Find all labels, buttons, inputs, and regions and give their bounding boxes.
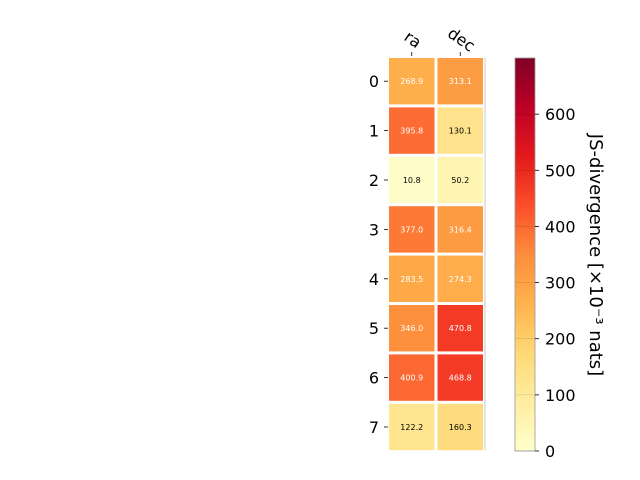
colorbar: 0 100 200 300 400 500 600 JS-divergence [×10⁻³… bbox=[514, 57, 606, 461]
y-tick-label: 1 bbox=[369, 122, 379, 141]
y-tick-label: 4 bbox=[369, 270, 379, 289]
heatmap-cell bbox=[389, 403, 435, 451]
heatmap-cell bbox=[437, 255, 483, 302]
heatmap-cell bbox=[437, 58, 483, 105]
cell-value-label: 470.8 bbox=[449, 324, 472, 333]
colorbar-tick-label: 0 bbox=[545, 442, 555, 461]
cell-value-label: 395.8 bbox=[400, 127, 423, 136]
heatmap-cell bbox=[389, 305, 435, 352]
heatmap-cell bbox=[437, 206, 483, 253]
x-axis: ra dec bbox=[401, 23, 479, 56]
colorbar-tick-label: 600 bbox=[545, 105, 576, 124]
y-tick-label: 6 bbox=[369, 369, 379, 388]
heatmap-cell bbox=[437, 354, 483, 401]
heatmap-cell bbox=[437, 156, 483, 204]
heatmap-cell bbox=[389, 354, 435, 401]
x-tick-label: dec bbox=[444, 23, 478, 55]
cell-value-label: 268.9 bbox=[400, 77, 423, 86]
heatmap-cell bbox=[389, 58, 435, 105]
cell-value-label: 283.5 bbox=[400, 275, 423, 284]
y-tick-label: 3 bbox=[369, 220, 379, 239]
cell-value-label: 468.8 bbox=[449, 374, 472, 383]
cell-value-label: 130.1 bbox=[449, 127, 472, 136]
colorbar-tick-label: 200 bbox=[545, 330, 576, 349]
heatmap-cell bbox=[437, 107, 483, 154]
cell-value-label: 316.4 bbox=[449, 225, 472, 234]
colorbar-ticks: 0 100 200 300 400 500 600 bbox=[515, 105, 576, 461]
cell-value-label: 346.0 bbox=[400, 324, 423, 333]
cell-value-label: 313.1 bbox=[449, 77, 472, 86]
heatmap-cell bbox=[389, 156, 435, 204]
heatmap-cell bbox=[389, 107, 435, 154]
heatmap-cell bbox=[437, 403, 483, 451]
heatmap-cell bbox=[389, 206, 435, 253]
y-tick-label: 5 bbox=[369, 319, 379, 338]
heatmap-cell bbox=[389, 255, 435, 302]
y-axis: 0 1 2 3 4 5 6 7 bbox=[369, 72, 388, 437]
colorbar-tick-label: 500 bbox=[545, 161, 576, 180]
y-tick-label: 0 bbox=[369, 72, 379, 91]
colorbar-gradient bbox=[514, 57, 536, 452]
cell-value-label: 50.2 bbox=[451, 176, 469, 185]
cell-value-label: 122.2 bbox=[400, 423, 423, 432]
x-tick-label: ra bbox=[401, 27, 425, 52]
colorbar-tick-label: 400 bbox=[545, 217, 576, 236]
colorbar-tick-label: 300 bbox=[545, 274, 576, 293]
heatmap-cell bbox=[437, 305, 483, 352]
cell-value-label: 400.9 bbox=[400, 374, 423, 383]
heatmap-grid: 268.9 313.1 395.8 130.1 10.8 50.2 377.0 316.4 28… bbox=[389, 58, 486, 451]
y-tick-label: 7 bbox=[369, 418, 379, 437]
cell-value-label: 377.0 bbox=[400, 225, 423, 234]
cell-value-label: 274.3 bbox=[449, 275, 472, 284]
cell-value-label: 160.3 bbox=[449, 423, 472, 432]
cell-value-label: 10.8 bbox=[403, 176, 421, 185]
colorbar-label: JS-divergence [×10⁻³ nats] bbox=[585, 133, 606, 376]
y-tick-label: 2 bbox=[369, 171, 379, 190]
colorbar-tick-label: 100 bbox=[545, 386, 576, 405]
